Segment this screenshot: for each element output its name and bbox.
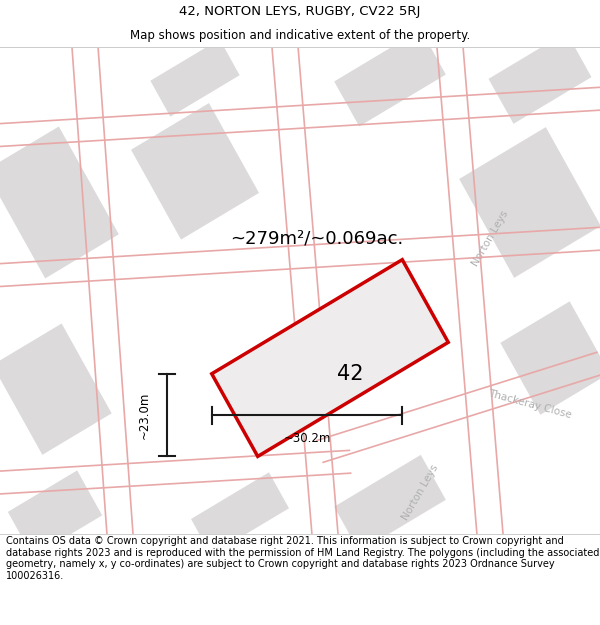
Polygon shape (334, 29, 446, 126)
Polygon shape (0, 126, 119, 278)
Text: ~279m²/~0.069ac.: ~279m²/~0.069ac. (230, 230, 403, 248)
Polygon shape (131, 103, 259, 239)
Text: ~23.0m: ~23.0m (138, 391, 151, 439)
Polygon shape (488, 32, 592, 124)
Text: ~30.2m: ~30.2m (283, 432, 331, 444)
Polygon shape (459, 127, 600, 278)
Polygon shape (151, 39, 239, 117)
Polygon shape (8, 471, 102, 557)
Polygon shape (334, 455, 446, 552)
Text: Norton Leys: Norton Leys (400, 463, 440, 522)
Text: 42: 42 (337, 364, 363, 384)
Text: 42, NORTON LEYS, RUGBY, CV22 5RJ: 42, NORTON LEYS, RUGBY, CV22 5RJ (179, 5, 421, 18)
Text: Norton Leys: Norton Leys (470, 209, 510, 268)
Text: Contains OS data © Crown copyright and database right 2021. This information is : Contains OS data © Crown copyright and d… (6, 536, 599, 581)
Polygon shape (0, 324, 112, 455)
Polygon shape (500, 301, 600, 415)
Text: Map shows position and indicative extent of the property.: Map shows position and indicative extent… (130, 29, 470, 42)
Polygon shape (212, 259, 448, 456)
Polygon shape (191, 472, 289, 555)
Text: Thackeray Close: Thackeray Close (487, 389, 573, 421)
